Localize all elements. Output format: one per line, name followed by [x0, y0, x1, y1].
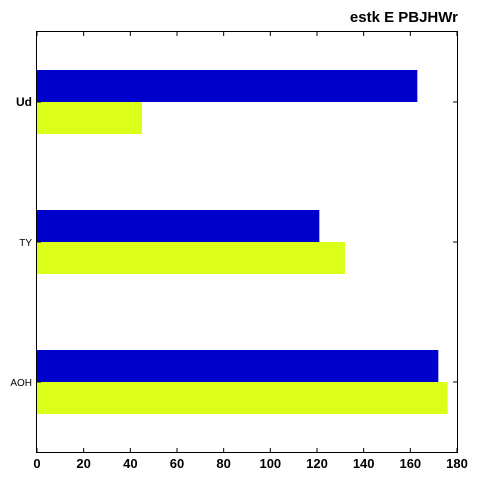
x-tick-label: 20 [76, 456, 90, 471]
x-tick-label: 100 [259, 456, 281, 471]
y-tick-label-aoh: AOH [10, 378, 32, 389]
ticks-group [36, 32, 458, 452]
chart-title: estk E PBJHWr [350, 9, 458, 26]
bars-group [37, 70, 448, 414]
x-axis-tick-labels: 0 20 40 60 80 100 120 140 160 180 [33, 456, 467, 471]
bar-aoh-series-2 [37, 382, 448, 414]
bar-aoh-series-1 [37, 350, 439, 382]
x-tick-label: 140 [353, 456, 375, 471]
bar-ud-series-1 [37, 70, 418, 102]
x-tick-label: 40 [123, 456, 137, 471]
x-tick-label: 80 [216, 456, 230, 471]
bar-ty-series-1 [37, 210, 320, 242]
x-tick-label: 60 [170, 456, 184, 471]
y-axis-tick-labels: AOH TY Ud [10, 95, 32, 389]
x-tick-label: 160 [399, 456, 421, 471]
x-tick-label: 180 [446, 456, 468, 471]
y-tick-label-ty: TY [19, 238, 32, 249]
bar-ty-series-2 [37, 242, 345, 274]
y-tick-label-ud: Ud [16, 95, 32, 109]
x-tick-label: 120 [306, 456, 328, 471]
plot-frame [36, 31, 458, 453]
x-tick-label: 0 [33, 456, 40, 471]
bar-ud-series-2 [37, 102, 142, 134]
